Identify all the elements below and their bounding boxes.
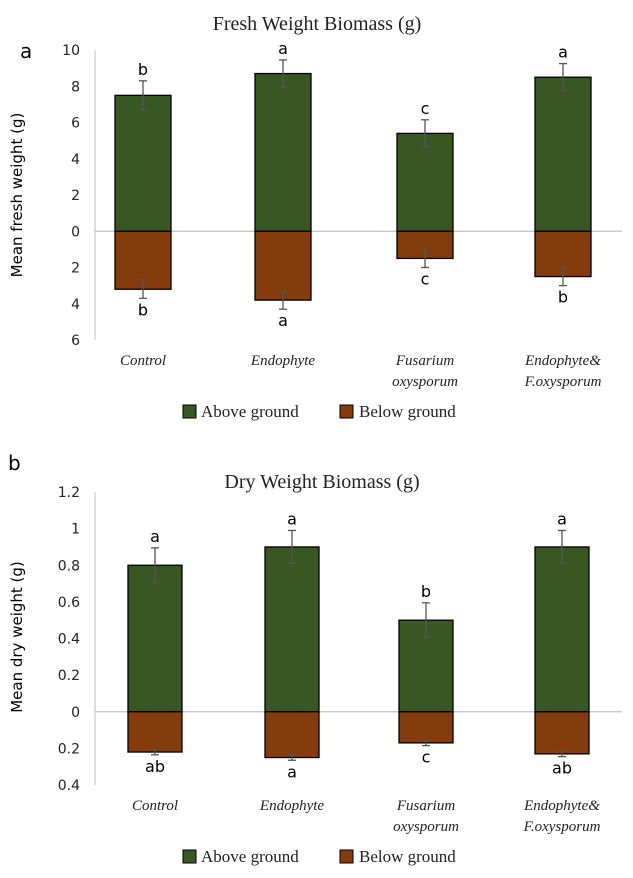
significance-letter: a [287,762,297,781]
y-tick-label: 0.8 [58,558,80,574]
panel-letter: a [20,39,32,63]
category-label: Fusarium [396,798,456,814]
bar-below-ground [398,711,454,744]
significance-letter: ab [552,759,572,778]
bar-above-ground [534,76,592,232]
y-tick-label: 0.2 [58,668,80,684]
bar-above-ground [534,546,590,713]
y-axis-label: Mean fresh weight (g) [8,113,26,278]
significance-letter: a [278,311,288,330]
y-tick-label: 2 [71,188,80,204]
legend-swatch [339,849,354,864]
significance-letter: a [150,527,160,546]
bar-above-ground [127,564,183,713]
bar-below-ground [534,711,590,755]
y-tick-label: 4 [71,297,80,313]
significance-letter: b [138,300,148,319]
bar-above-ground [254,72,312,232]
category-label: oxysporum [392,374,458,390]
significance-letter: a [558,43,568,62]
legend-label: Below ground [359,847,456,866]
y-tick-label: 0 [71,224,80,240]
y-tick-label: 0 [71,705,80,721]
bar-below-ground [127,711,183,753]
legend-swatch [182,849,197,864]
y-tick-label: 0.4 [58,632,80,648]
category-label: Endophyte [250,353,315,369]
significance-letter: a [287,509,297,528]
y-tick-label: 6 [71,333,80,349]
y-tick-label: 0.2 [58,741,80,757]
chart-panel-b: b Dry Weight Biomass (g) Mean dry weight (… [8,451,622,866]
legend-label: Below ground [359,402,456,421]
bar-above-ground [396,132,454,232]
significance-letter: b [138,60,148,79]
y-tick-label: 1.2 [58,485,80,501]
legend-label: Above ground [201,402,299,421]
y-tick-label: 10 [62,43,80,59]
bar-below-ground [254,230,312,301]
significance-letter: c [421,270,430,289]
category-label: Control [120,353,166,369]
category-label: oxysporum [393,819,459,835]
bar-below-ground [264,711,320,759]
category-label: Endophyte& [523,798,600,814]
significance-letter: c [422,748,431,767]
category-label: F.oxysporum [524,374,602,390]
category-label: Endophyte& [524,353,601,369]
significance-letter: ab [145,757,165,776]
category-label: Control [132,798,178,814]
chart-title: Fresh Weight Biomass (g) [213,13,422,35]
category-label: F.oxysporum [523,819,601,835]
bar-above-ground [264,546,320,713]
category-label: Endophyte [259,798,324,814]
significance-letter: a [557,509,567,528]
category-label: Fusarium [395,353,455,369]
legend-swatch [339,404,354,419]
y-tick-label: 0.6 [58,595,80,611]
y-tick-label: 0.4 [58,778,80,794]
significance-letter: a [278,39,288,58]
y-tick-label: 4 [71,152,80,168]
chart-title: Dry Weight Biomass (g) [224,471,419,493]
panel-letter: b [8,451,21,475]
legend-swatch [182,404,197,419]
legend-label: Above ground [201,847,299,866]
significance-letter: c [421,99,430,118]
y-tick-label: 8 [71,79,80,95]
y-tick-label: 1 [71,522,80,538]
y-tick-label: 2 [71,261,80,277]
significance-letter: b [558,288,568,307]
y-tick-label: 6 [71,116,80,132]
y-axis-label: Mean dry weight (g) [8,561,26,713]
significance-letter: b [421,582,431,601]
bar-above-ground [114,94,172,232]
chart-panel-a: a Fresh Weight Biomass (g) Mean fresh weig… [8,13,622,421]
